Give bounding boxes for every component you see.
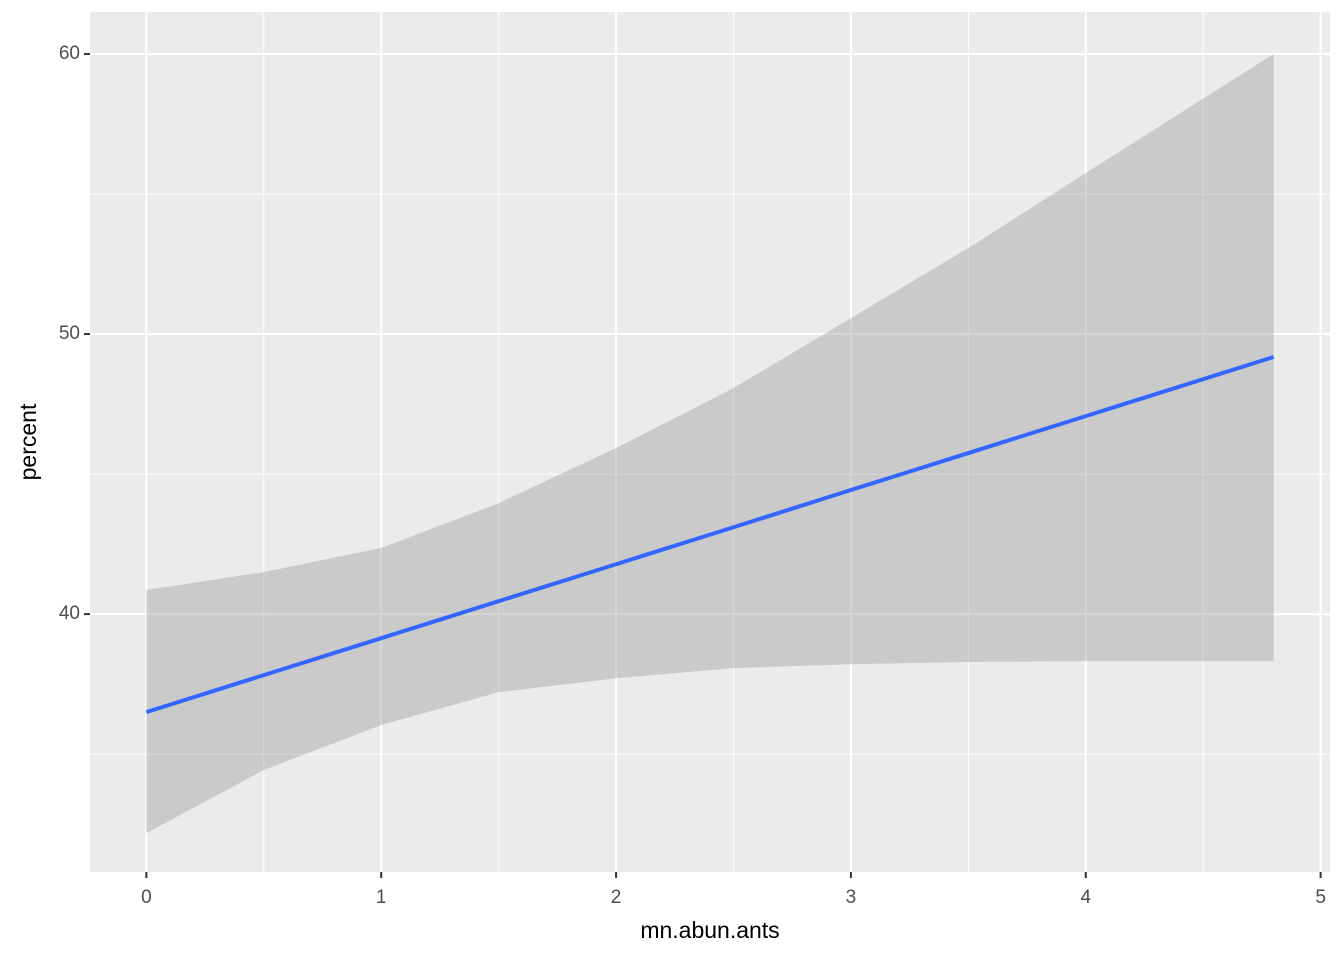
grid <box>90 12 1330 872</box>
x-tick-label: 5 <box>1315 887 1326 908</box>
y-tick-label: 50 <box>59 323 80 344</box>
x-tick-label: 2 <box>611 887 622 908</box>
x-tick-label: 3 <box>846 887 857 908</box>
y-tick-label: 40 <box>59 603 80 624</box>
plot-area <box>145 54 1275 834</box>
confidence-ribbon <box>146 54 1274 834</box>
fit-line <box>145 355 1275 715</box>
x-axis-title: mn.abun.ants <box>640 917 779 943</box>
x-tick-label: 1 <box>376 887 387 908</box>
y-axis-title: percent <box>15 403 41 480</box>
y-tick-label: 60 <box>59 43 80 64</box>
x-tick-label: 4 <box>1080 887 1091 908</box>
panel <box>90 12 1330 872</box>
x-tick-label: 0 <box>141 887 152 908</box>
